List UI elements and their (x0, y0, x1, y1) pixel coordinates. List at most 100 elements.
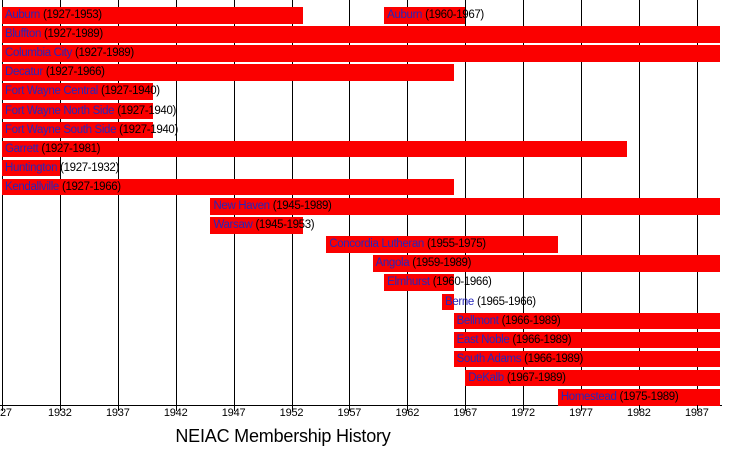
bar-label: Fort Wayne North Side (1927-1940) (5, 103, 176, 120)
axis-tick-1942 (175, 405, 177, 411)
school-link-decatur[interactable]: Decatur (5, 66, 43, 79)
membership-years: (1927-1989) (44, 28, 103, 41)
membership-bar-garrett-1927: Garrett (1927-1981) (2, 140, 628, 158)
bar-label: Garrett (1927-1981) (5, 141, 101, 158)
membership-years: (1927-1966) (45, 66, 105, 79)
bar-label: Angola (1959-1989) (376, 255, 472, 272)
axis-tick-1967 (465, 405, 467, 411)
membership-years: (1927-1981) (41, 142, 101, 155)
membership-bar-homestead-1975: Homestead (1975-1989) (557, 389, 720, 406)
school-link-new-haven[interactable]: New Haven (213, 200, 270, 212)
bar-label: Fort Wayne Central (1927-1940) (5, 83, 160, 100)
membership-bar-angola-1959: Angola (1959-1989) (372, 255, 720, 272)
membership-bar-fort-wayne-central-1927: Fort Wayne Central (1927-1940) (2, 83, 160, 100)
gridline-1932 (59, 0, 61, 405)
axis-tick-1962 (407, 405, 409, 411)
axis-tick-label-1957: 1957 (337, 407, 362, 419)
axis-tick-1932 (59, 405, 61, 411)
membership-years: (1927-1940) (100, 85, 160, 98)
membership-bar-auburn-1960: Auburn (1960-1967) (384, 7, 484, 24)
school-link-angola[interactable]: Angola (375, 257, 410, 270)
axis-tick-1987 (696, 405, 698, 411)
axis-tick-1927 (2, 405, 3, 411)
axis-tick-label-1927: 27 (0, 407, 12, 419)
school-link-homestead[interactable]: Homestead (560, 391, 617, 403)
school-link-warsaw[interactable]: Warsaw (213, 219, 253, 232)
membership-years: (1955-1975) (426, 238, 486, 251)
axis-tick-1972 (523, 405, 525, 411)
school-link-berne[interactable]: Berne (445, 295, 474, 308)
membership-years: (1960-1967) (425, 9, 484, 21)
membership-years: (1965-1966) (476, 295, 536, 308)
school-link-huntington[interactable]: Huntington (5, 161, 58, 174)
membership-years: (1966-1989) (524, 352, 583, 365)
axis-tick-label-1972: 1972 (511, 407, 535, 419)
school-link-columbia-city[interactable]: Columbia City (5, 47, 73, 60)
membership-bar-south-adams-1966: South Adams (1966-1989) (453, 350, 720, 368)
school-link-east-noble[interactable]: East Noble (456, 333, 510, 346)
axis-tick-1937 (117, 405, 119, 411)
school-link-auburn[interactable]: Auburn (387, 9, 423, 21)
membership-bar-new-haven-1945: New Haven (1945-1989) (210, 198, 720, 215)
axis-tick-1957 (349, 405, 351, 411)
bar-label: Warsaw (1945-1953) (213, 217, 314, 234)
axis-tick-label-1942: 1942 (163, 407, 188, 419)
school-link-kendallville[interactable]: Kendallville (5, 180, 59, 193)
school-link-concordia-lutheran[interactable]: Concordia Lutheran (329, 238, 424, 251)
membership-years: (1960-1966) (432, 276, 492, 289)
membership-bar-kendallville-1927: Kendallville (1927-1966) (2, 178, 454, 196)
x-axis-line (0, 405, 722, 406)
axis-tick-label-1937: 1937 (105, 407, 130, 419)
bar-label: Auburn (1927-1953) (5, 7, 102, 24)
axis-tick-1977 (581, 405, 582, 411)
axis-tick-label-1932: 1932 (48, 407, 72, 419)
bar-label: Elmhurst (1960-1966) (387, 274, 492, 291)
school-link-bluffton[interactable]: Bluffton (5, 28, 41, 41)
membership-years: (1966-1989) (512, 333, 572, 346)
membership-bar-warsaw-1945: Warsaw (1945-1953) (210, 217, 315, 234)
membership-years: (1927-1932) (60, 161, 119, 174)
school-link-fort-wayne-south-side[interactable]: Fort Wayne South Side (5, 123, 117, 136)
membership-bar-elmhurst-1960: Elmhurst (1960-1966) (384, 274, 492, 291)
membership-bar-bellmont-1966: Bellmont (1966-1989) (453, 312, 720, 330)
axis-tick-1952 (291, 405, 293, 411)
axis-tick-label-1962: 1962 (395, 407, 420, 419)
bar-label: New Haven (1945-1989) (213, 198, 331, 215)
axis-tick-label-1987: 1987 (684, 407, 709, 419)
membership-years: (1945-1953) (255, 219, 315, 232)
membership-years: (1967-1989) (506, 371, 566, 384)
gridline-1942 (175, 0, 177, 405)
membership-years: (1927-1953) (42, 9, 102, 21)
gridline-1937 (117, 0, 119, 405)
axis-tick-label-1952: 1952 (279, 407, 304, 419)
membership-bar-east-noble-1966: East Noble (1966-1989) (453, 331, 720, 349)
bar-label: DeKalb (1967-1989) (468, 370, 566, 387)
bar-label: Bellmont (1966-1989) (457, 313, 561, 330)
membership-bar-berne-1965: Berne (1965-1966) (442, 293, 536, 310)
membership-bar-columbia-city-1927: Columbia City (1927-1989) (2, 45, 720, 62)
school-link-fort-wayne-central[interactable]: Fort Wayne Central (5, 85, 98, 98)
axis-tick-label-1967: 1967 (453, 407, 478, 419)
axis-tick-1947 (233, 405, 235, 411)
axis-tick-label-1947: 1947 (221, 407, 246, 419)
membership-years: (1927-1940) (119, 123, 178, 136)
school-link-garrett[interactable]: Garrett (5, 142, 39, 155)
bar-label: South Adams (1966-1989) (456, 351, 584, 368)
membership-years: (1927-1966) (61, 180, 121, 193)
membership-bar-fort-wayne-south-side-1927: Fort Wayne South Side (1927-1940) (2, 121, 178, 139)
school-link-elmhurst[interactable]: Elmhurst (387, 276, 430, 289)
school-link-south-adams[interactable]: South Adams (456, 352, 522, 365)
school-link-fort-wayne-north-side[interactable]: Fort Wayne North Side (5, 104, 115, 117)
bar-label: Fort Wayne South Side (1927-1940) (5, 122, 178, 139)
school-link-bellmont[interactable]: Bellmont (456, 314, 499, 327)
membership-years: (1966-1989) (501, 314, 561, 327)
bar-label: East Noble (1966-1989) (457, 332, 572, 349)
gridline-1927 (2, 0, 3, 405)
school-link-dekalb[interactable]: DeKalb (468, 371, 504, 384)
membership-bar-bluffton-1927: Bluffton (1927-1989) (2, 26, 720, 43)
axis-tick-label-1982: 1982 (627, 407, 651, 419)
axis-tick-label-1977: 1977 (569, 407, 593, 419)
school-link-auburn[interactable]: Auburn (5, 9, 40, 21)
membership-years: (1927-1989) (75, 47, 134, 60)
